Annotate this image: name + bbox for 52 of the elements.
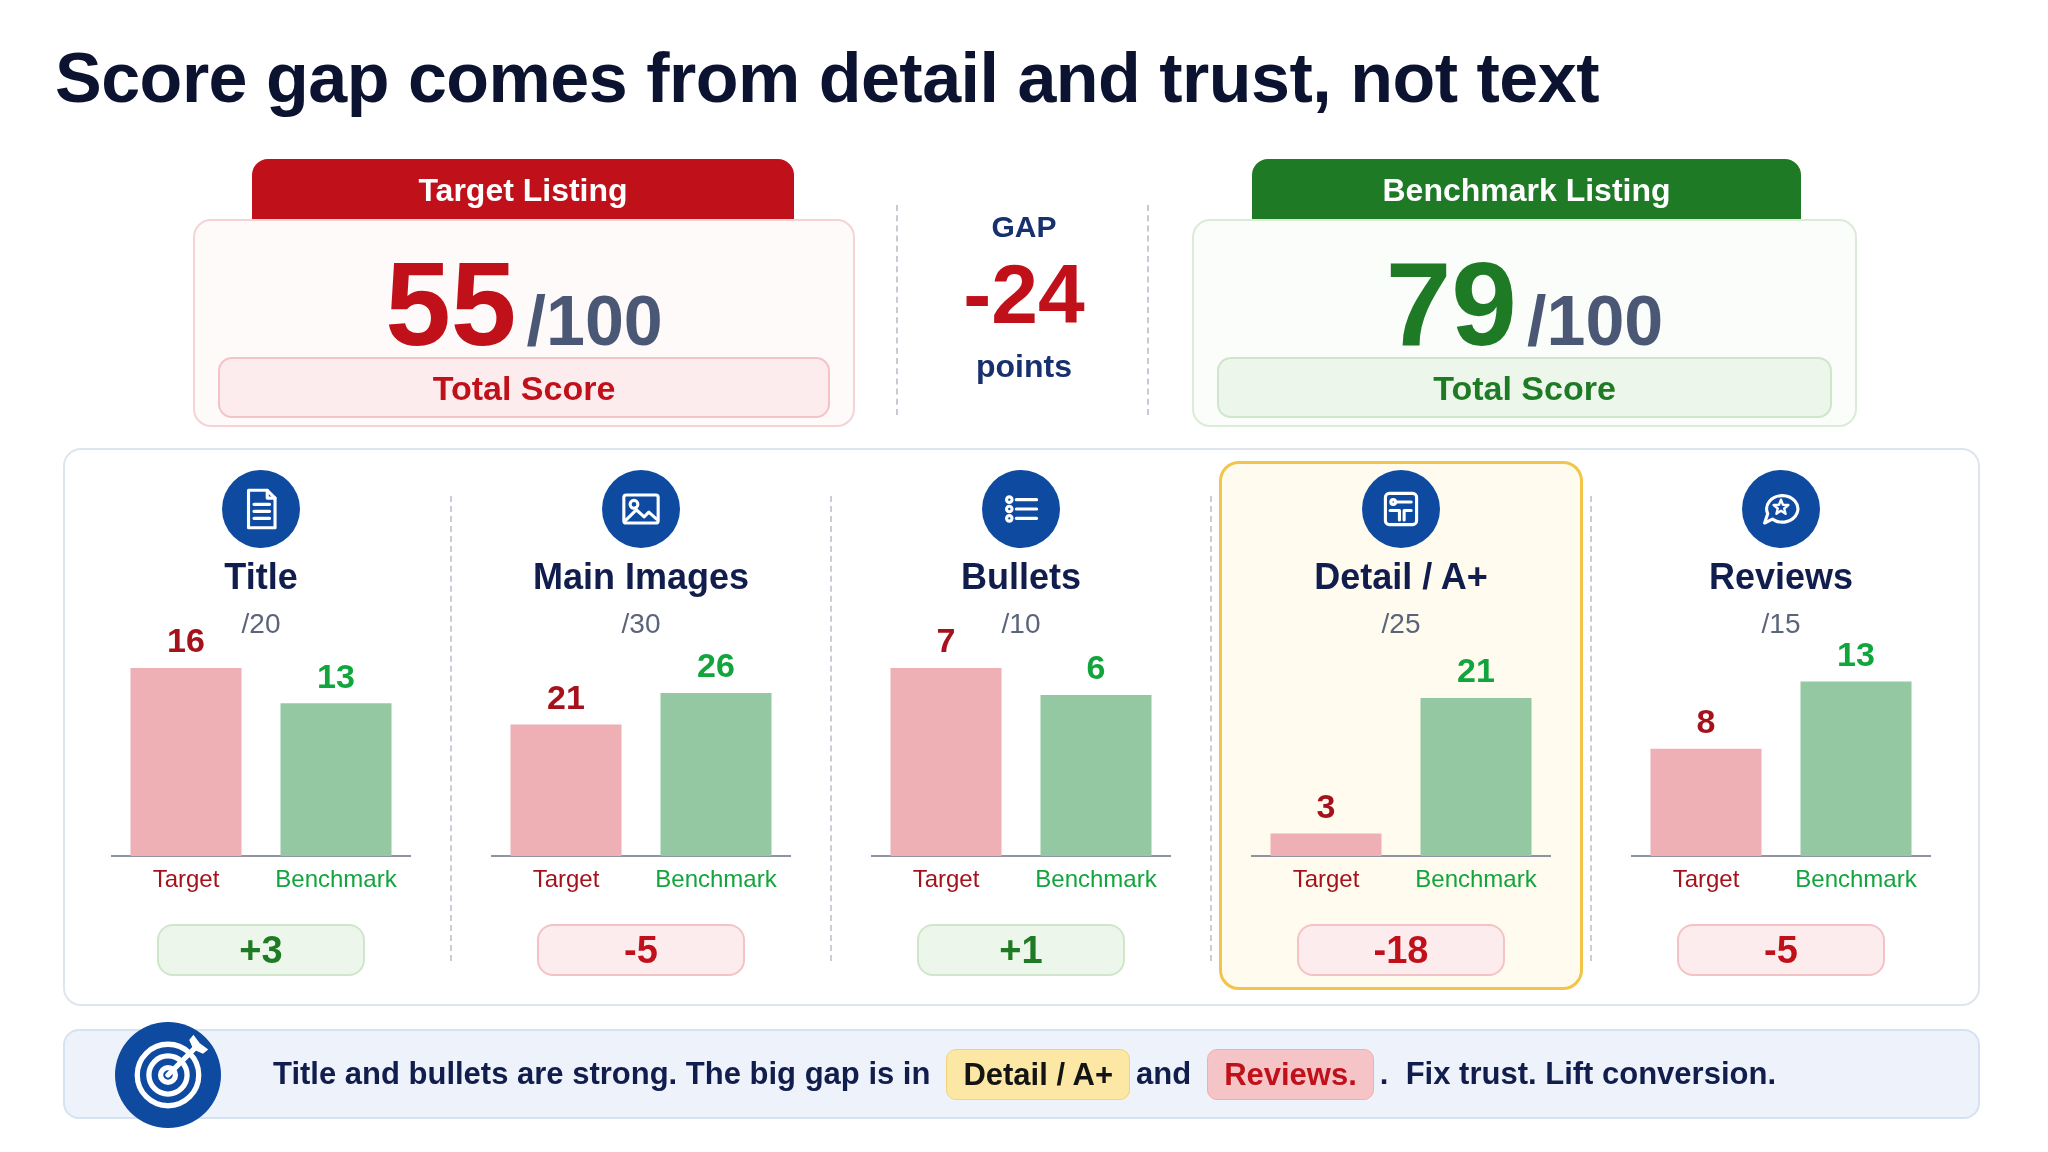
data-label: 21 xyxy=(1457,651,1495,690)
x-tick-label: Target xyxy=(152,865,220,893)
data-label: 13 xyxy=(317,656,355,695)
x-tick-label: Benchmark xyxy=(655,865,778,893)
text: Target Listing xyxy=(418,172,628,208)
chart-title: Reviews xyxy=(1708,556,1854,597)
data-label: 8 xyxy=(1696,702,1716,741)
text: and xyxy=(1136,1056,1192,1091)
data-label: 26 xyxy=(697,646,735,685)
text: Title and bullets are strong. The big gap is in xyxy=(273,1056,931,1091)
chart-subtitle: /15 xyxy=(1761,608,1801,639)
chart-title: Title xyxy=(224,556,298,597)
badge: -18 xyxy=(1297,924,1505,976)
data-label: 21 xyxy=(547,677,585,716)
chart-title: Main Images xyxy=(532,556,750,597)
chart-subtitle: /10 xyxy=(1001,608,1041,639)
x-tick-label: Target xyxy=(1292,865,1360,893)
data-label: 13 xyxy=(1837,634,1875,673)
text: 79 xyxy=(1385,238,1517,370)
tag: Detail / A+ xyxy=(946,1048,1130,1100)
text: Total Score xyxy=(432,369,616,407)
text: points xyxy=(976,348,1072,384)
chart-subtitle: /25 xyxy=(1381,608,1421,639)
text: Total Score xyxy=(1433,369,1616,407)
data-label: 7 xyxy=(936,621,956,660)
x-tick-label: Benchmark xyxy=(1415,865,1538,893)
badge: -5 xyxy=(537,924,745,976)
text: Score gap comes from detail and trust, not text xyxy=(55,39,1600,117)
text: GAP xyxy=(991,210,1057,243)
text: -24 xyxy=(963,247,1085,341)
badge: -5 xyxy=(1677,924,1885,976)
tag: Reviews. xyxy=(1207,1048,1374,1100)
badge: +3 xyxy=(157,924,365,976)
badge: +1 xyxy=(917,924,1125,976)
chart-title: Bullets xyxy=(960,556,1082,597)
text: 55 xyxy=(385,238,517,370)
chart-subtitle: /30 xyxy=(621,608,661,639)
x-tick-label: Target xyxy=(912,865,980,893)
x-tick-label: Benchmark xyxy=(1795,865,1918,893)
text: Benchmark Listing xyxy=(1382,172,1671,208)
data-label: 3 xyxy=(1316,786,1336,825)
text: /100 xyxy=(1527,282,1664,360)
data-label: 6 xyxy=(1086,648,1106,687)
x-tick-label: Benchmark xyxy=(1035,865,1158,893)
data-label: 16 xyxy=(167,621,205,660)
x-tick-label: Target xyxy=(1672,865,1740,893)
chart-subtitle: /20 xyxy=(241,608,281,639)
text: . Fix trust. Lift conversion. xyxy=(1379,1056,1777,1091)
chart-title: Detail / A+ xyxy=(1314,556,1488,597)
x-tick-label: Target xyxy=(532,865,600,893)
text: /100 xyxy=(526,282,663,360)
x-tick-label: Benchmark xyxy=(275,865,398,893)
